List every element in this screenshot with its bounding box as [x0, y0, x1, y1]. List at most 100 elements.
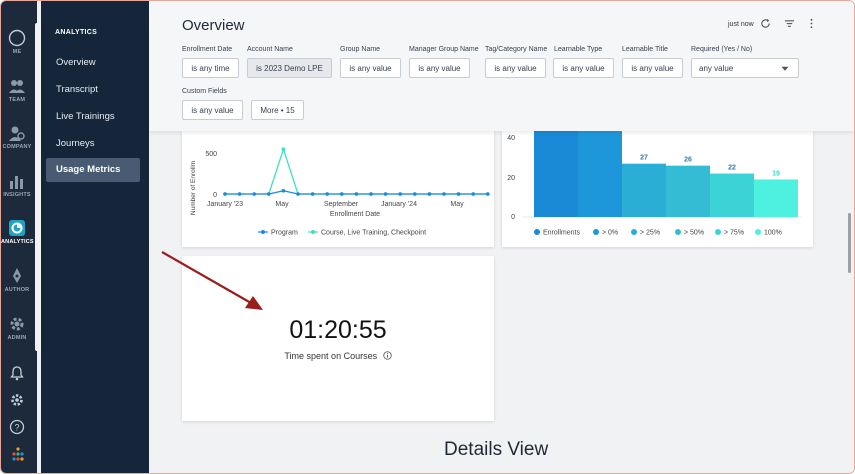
series-0-point-3: [267, 192, 271, 196]
legend-label-100: 100%: [764, 230, 782, 237]
filter-label-tag-category: Tag/Category Name: [485, 46, 548, 53]
legend-item-enrollments[interactable]: Enrollments: [534, 229, 580, 237]
line-xtick-sep23: September: [324, 201, 359, 208]
rail-label-team: TEAM: [8, 97, 26, 103]
rail-label-admin: ADMIN: [7, 335, 27, 341]
rail-label-insights: INSIGHTS: [3, 192, 31, 198]
settings-icon[interactable]: [9, 392, 25, 408]
filter-custom-fields[interactable]: is any value: [182, 100, 243, 120]
line-xtick-may24: May: [450, 201, 464, 208]
rail-item-insights[interactable]: INSIGHTS: [1, 172, 33, 198]
nav-item-live-trainings[interactable]: Live Trainings: [56, 111, 115, 122]
filter-manager-group[interactable]: is any value: [409, 58, 470, 78]
gear-icon: [10, 317, 24, 331]
series-1-point-4: [281, 147, 286, 151]
team-icon: [9, 80, 25, 93]
filter-label-manager-group: Manager Group Name: [409, 46, 479, 53]
bar-4: [710, 173, 754, 217]
rail-item-author[interactable]: AUTHOR: [1, 267, 33, 293]
filter-label-required: Required (Yes / No): [691, 46, 753, 53]
time-spent-card: 01:20:55 Time spent on Courses: [182, 256, 494, 421]
nav-heading: ANALYTICS: [55, 29, 98, 36]
nav-item-transcript[interactable]: Transcript: [56, 84, 98, 95]
legend-label-program: Program: [271, 230, 298, 237]
nav-item-usage-metrics[interactable]: Usage Metrics: [46, 158, 140, 182]
series-0-point-9: [354, 192, 359, 196]
more-vertical-icon[interactable]: [806, 18, 817, 29]
rail-item-analytics[interactable]: ANALYTICS: [1, 219, 34, 245]
refresh-status: just now: [728, 21, 754, 28]
legend-item-100[interactable]: 100%: [755, 229, 782, 237]
bar-1: [578, 128, 622, 217]
bell-icon[interactable]: [9, 365, 25, 381]
filter-tag-category[interactable]: is any value: [485, 58, 546, 78]
line-y-axis-label: Number of Enrollm: [190, 161, 197, 215]
time-spent-label-row: Time spent on Courses: [182, 351, 494, 361]
rail-item-company[interactable]: COMPANY: [1, 124, 33, 150]
company-icon: [9, 126, 25, 141]
series-0-point-7: [325, 192, 329, 196]
series-0-point-4: [281, 189, 286, 193]
apps-logo-icon[interactable]: [10, 446, 26, 462]
time-spent-value: 01:20:55: [289, 316, 387, 344]
series-0-point-13: [413, 192, 417, 196]
icon-rail: ME TEAM COMPANY INSIGHTS ANALYTICS AUTHO…: [1, 1, 37, 473]
series-0-point-12: [398, 192, 402, 196]
rail-item-admin[interactable]: ADMIN: [1, 315, 33, 341]
filter-label-learnable-type: Learnable Type: [554, 46, 603, 53]
series-0-point-2: [252, 192, 256, 196]
bar-value-label-2: 27: [640, 155, 648, 162]
filter-enrollment-date[interactable]: is any time: [182, 58, 239, 78]
filter-group-name[interactable]: is any value: [340, 58, 401, 78]
legend-label-gt50: > 50%: [684, 230, 704, 237]
time-spent-label: Time spent on Courses: [284, 351, 378, 361]
legend-item-program[interactable]: Program: [258, 230, 298, 237]
filter-icon[interactable]: [784, 18, 795, 29]
line-x-axis-label: Enrollment Date: [330, 211, 380, 218]
filter-learnable-type[interactable]: is any value: [553, 58, 614, 78]
main-content: Number of Enrollm 500 0 January '23 May …: [149, 1, 854, 473]
legend-item-gt50[interactable]: > 50%: [675, 229, 704, 237]
rail-item-me[interactable]: ME: [1, 29, 33, 55]
bar-ytick-40: 40: [507, 135, 515, 142]
rail-scrollbar[interactable]: [35, 23, 41, 351]
legend-item-gt0[interactable]: > 0%: [593, 229, 618, 237]
filter-required-select[interactable]: any value: [691, 58, 799, 78]
line-ytick-0: 0: [213, 192, 217, 199]
details-view-title: Details View: [444, 439, 549, 460]
line-xtick-jan24: January '24: [381, 201, 417, 208]
nav-item-overview[interactable]: Overview: [56, 57, 96, 68]
series-0-point-11: [383, 192, 388, 196]
legend-label-enrollments: Enrollments: [543, 230, 580, 237]
main-scrollbar[interactable]: [848, 213, 851, 273]
line-xtick-may23: May: [275, 201, 289, 208]
bar-value-label-4: 22: [728, 165, 736, 172]
more-filters-button[interactable]: More • 15: [251, 100, 304, 120]
legend-item-gt25[interactable]: > 25%: [631, 229, 660, 237]
help-icon[interactable]: ?: [9, 419, 25, 435]
series-0-point-1: [237, 192, 242, 196]
svg-text:?: ?: [14, 423, 19, 433]
series-0-point-15: [442, 192, 446, 196]
legend-label-gt0: > 0%: [602, 230, 618, 237]
filter-header: Overview just now Enrollment Date is any…: [149, 1, 854, 131]
filter-account-name[interactable]: is 2023 Demo LPE: [247, 58, 332, 78]
rail-label-analytics: ANALYTICS: [1, 239, 34, 245]
legend-item-gt75[interactable]: > 75%: [715, 229, 744, 237]
nav-item-journeys[interactable]: Journeys: [56, 138, 95, 149]
info-icon[interactable]: [382, 351, 392, 360]
series-0-point-18: [486, 192, 490, 196]
rail-item-team[interactable]: TEAM: [1, 77, 33, 103]
refresh-icon[interactable]: [760, 18, 771, 29]
analytics-icon: [9, 220, 25, 236]
legend-label-gt75: > 75%: [724, 230, 744, 237]
series-0-point-14: [427, 192, 432, 196]
bar-ytick-0: 0: [511, 214, 515, 221]
bar-5: [754, 179, 798, 217]
legend-label-gt25: > 25%: [640, 230, 660, 237]
series-0-point-5: [296, 192, 300, 196]
legend-item-course[interactable]: Course, Live Training, Checkpoint: [308, 230, 426, 237]
enrollment-line-chart: Number of Enrollm 500 0 January '23 May …: [190, 147, 490, 237]
filter-learnable-title[interactable]: is any value: [622, 58, 683, 78]
rail-label-author: AUTHOR: [4, 287, 30, 293]
